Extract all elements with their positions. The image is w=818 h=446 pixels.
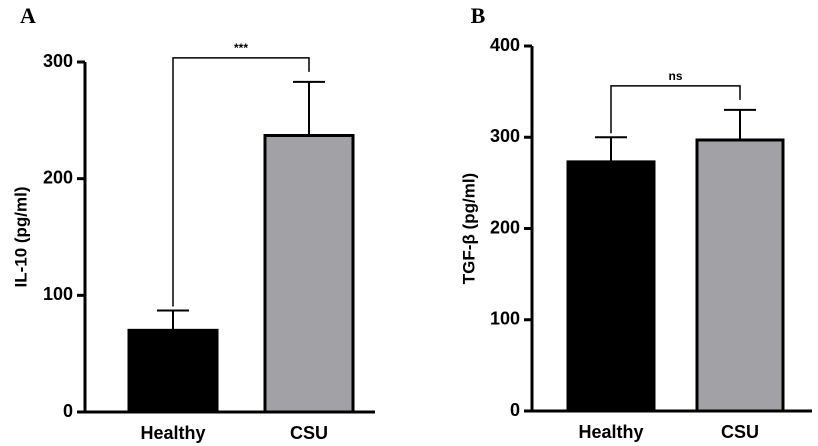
- y-tick-label: 0: [510, 400, 520, 420]
- y-tick-label: 200: [43, 167, 73, 187]
- x-tick-label: Healthy: [578, 422, 643, 442]
- y-tick-label: 0: [63, 401, 73, 421]
- y-tick-label: 300: [43, 51, 73, 71]
- bar: [566, 160, 656, 413]
- bar: [127, 328, 219, 414]
- y-tick-label: 100: [43, 284, 73, 304]
- significance-label: ***: [234, 41, 248, 55]
- bar: [695, 138, 785, 413]
- significance-bracket: [610, 85, 741, 134]
- x-tick-label: CSU: [290, 423, 328, 443]
- panel-label: B: [471, 3, 486, 28]
- bar: [263, 134, 355, 414]
- significance-bracket: [172, 57, 310, 307]
- y-axis-label: IL-10 (pg/ml): [11, 186, 30, 287]
- y-tick-label: 400: [490, 35, 520, 55]
- significance-label: ns: [668, 69, 682, 83]
- y-axis-label: TGF-β (pg/ml): [459, 173, 478, 284]
- y-tick-label: 100: [490, 309, 520, 329]
- y-tick-label: 200: [490, 217, 520, 237]
- panel-label: A: [20, 3, 36, 28]
- x-tick-label: Healthy: [140, 423, 205, 443]
- y-tick-label: 300: [490, 126, 520, 146]
- x-tick-label: CSU: [721, 422, 759, 442]
